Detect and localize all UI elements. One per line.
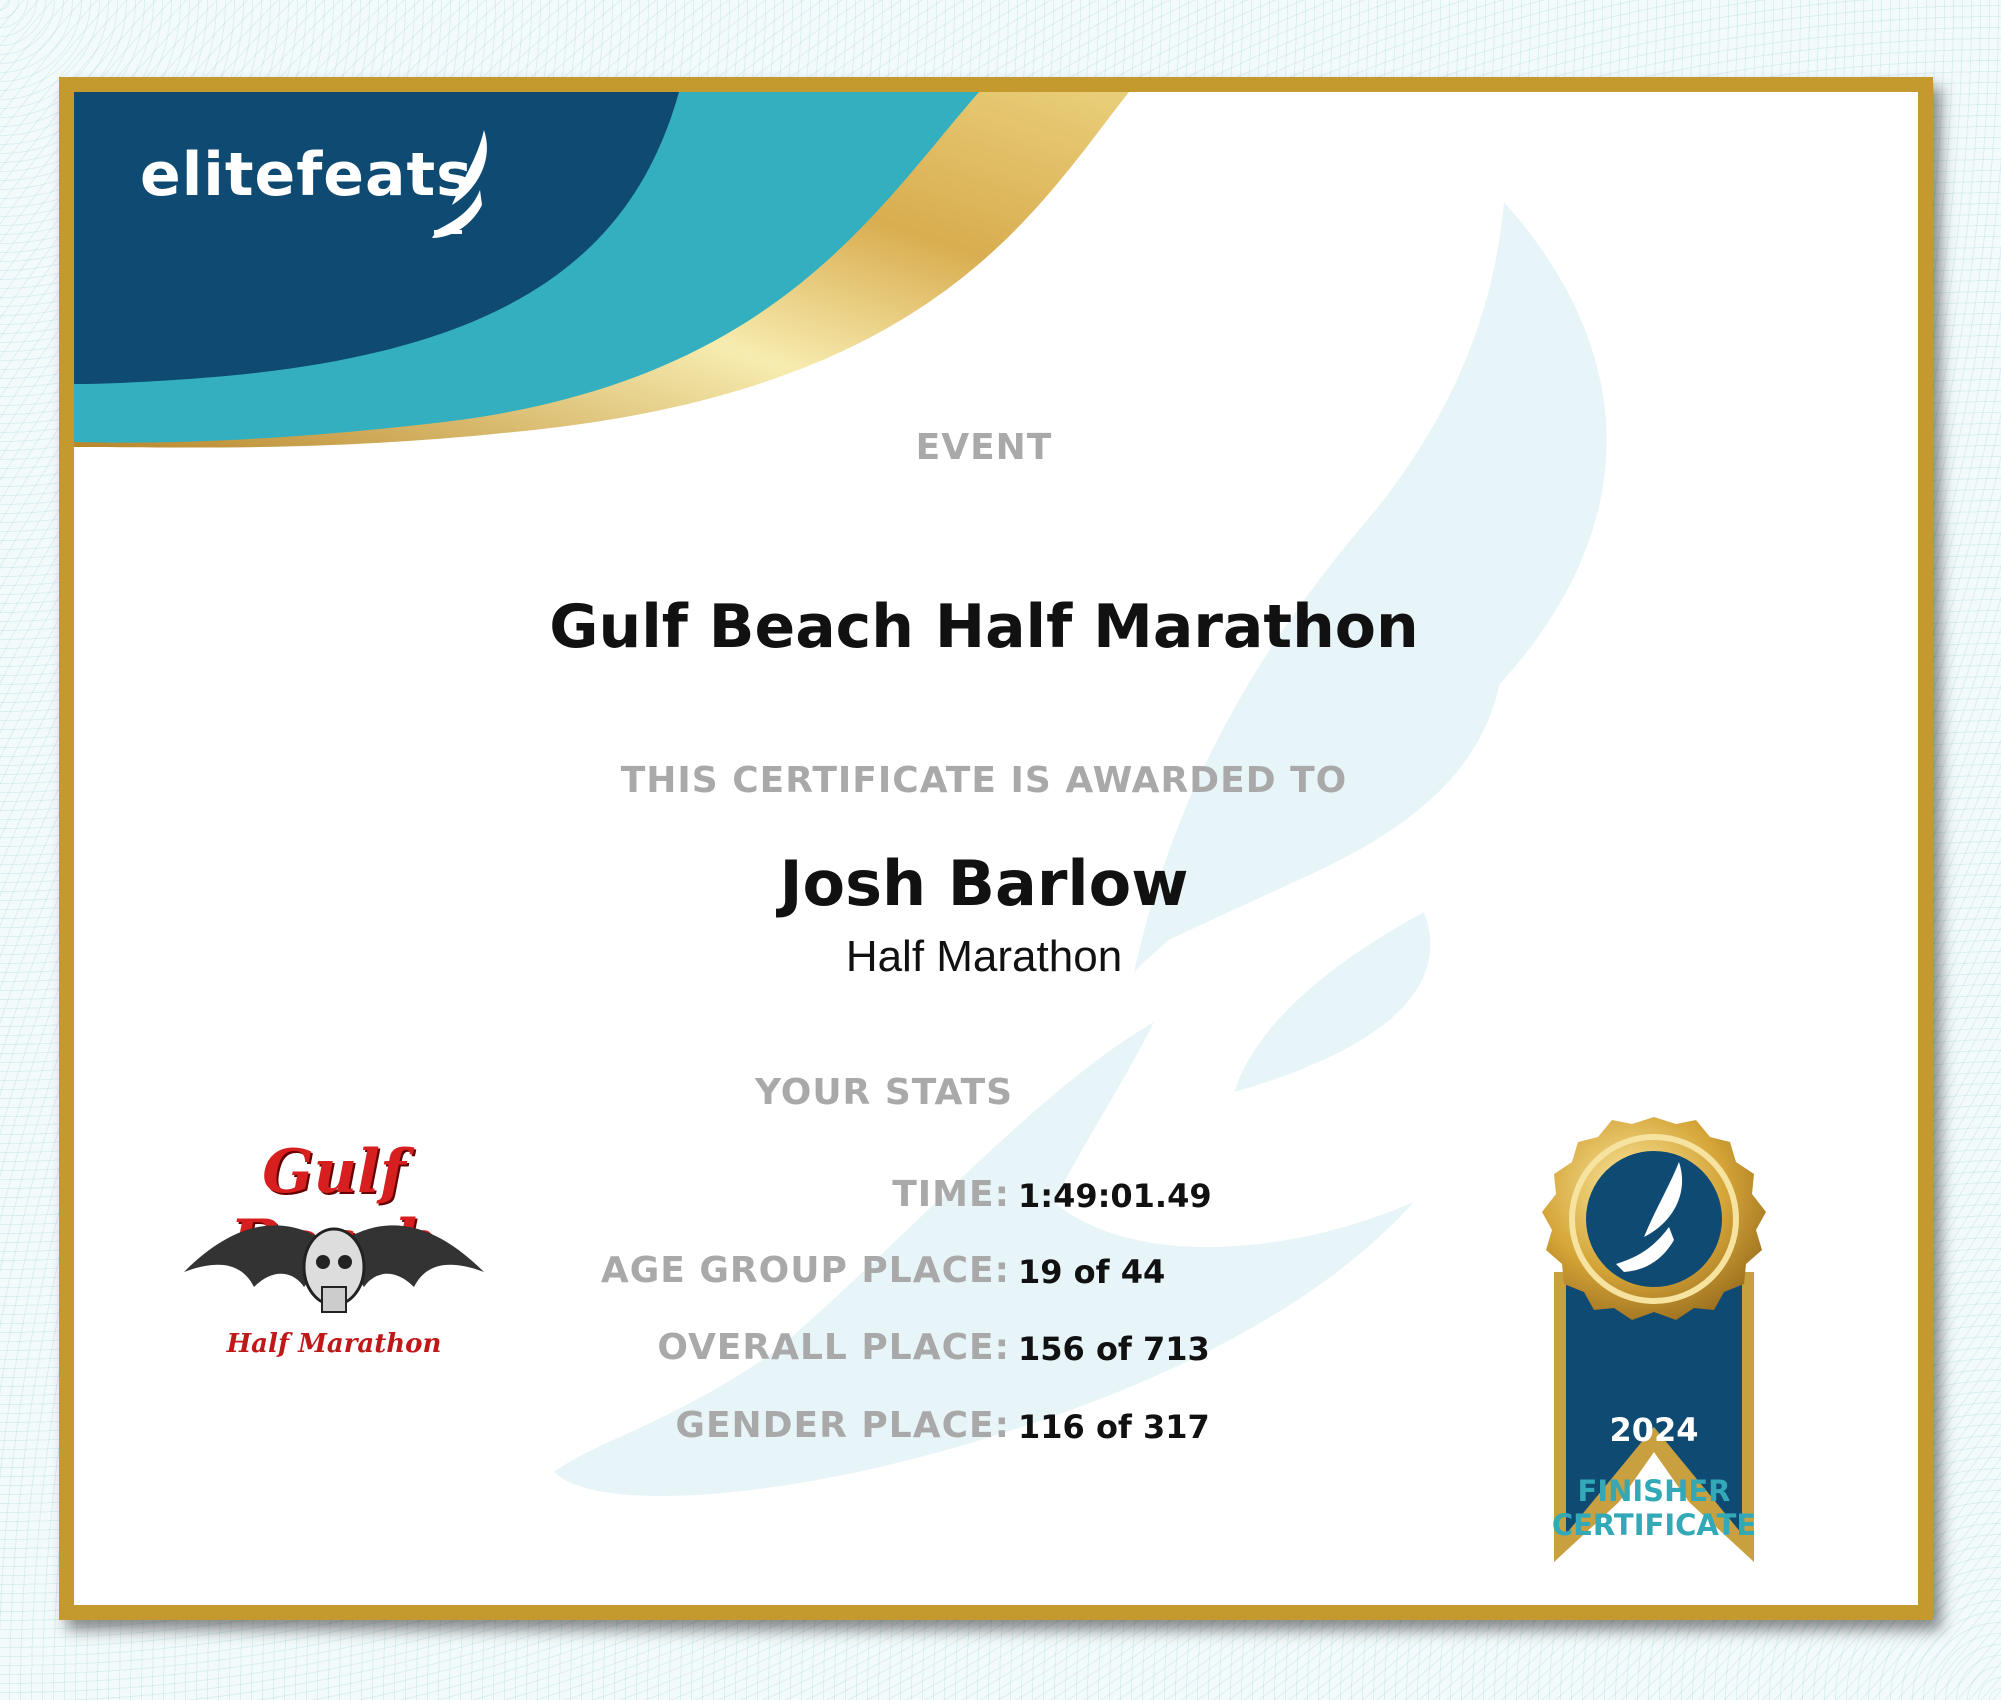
- event-logo: Gulf Beach Half Marathon: [184, 1137, 484, 1367]
- winged-foot-icon: [432, 130, 487, 238]
- stat-value: 19 of 44: [1018, 1253, 1166, 1291]
- stat-key: TIME:: [892, 1174, 1010, 1215]
- race-distance: Half Marathon: [845, 932, 1123, 981]
- finisher-badge: 2024: [1504, 1022, 1804, 1582]
- stat-key: AGE GROUP PLACE:: [600, 1250, 1010, 1291]
- medal-ribbon-icon: [1542, 1117, 1766, 1562]
- stat-value: 116 of 317: [1018, 1408, 1210, 1446]
- finisher-certificate-label: FINISHER CERTIFICATE: [1514, 1474, 1794, 1542]
- stat-row-age-group: AGE GROUP PLACE: 19 of 44: [74, 1250, 1918, 1300]
- stat-key: GENDER PLACE:: [675, 1405, 1010, 1446]
- elitefeats-logo: elitefeats: [140, 130, 487, 238]
- stat-row-gender: GENDER PLACE: 116 of 317: [74, 1405, 1918, 1455]
- certificate: elitefeats EVENT Gulf Beach Half Maratho…: [59, 77, 1933, 1620]
- awarded-label: THIS CERTIFICATE IS AWARDED TO: [620, 760, 1348, 801]
- brand-name: elitefeats: [140, 140, 473, 210]
- stat-value: 1:49:01.49: [1018, 1177, 1212, 1215]
- event-logo-subtitle: Half Marathon: [226, 1329, 442, 1359]
- event-label: EVENT: [915, 427, 1053, 468]
- stat-key: OVERALL PLACE:: [657, 1327, 1010, 1368]
- recipient-name: Josh Barlow: [779, 847, 1189, 920]
- event-title: Gulf Beach Half Marathon: [549, 592, 1419, 662]
- badge-year: 2024: [1609, 1411, 1699, 1449]
- badge-line2: CERTIFICATE: [1551, 1508, 1757, 1542]
- bat-skull-icon: [184, 1225, 484, 1313]
- badge-line1: FINISHER: [1577, 1474, 1731, 1508]
- stat-row-overall: OVERALL PLACE: 156 of 713: [74, 1327, 1918, 1377]
- stat-value: 156 of 713: [1018, 1330, 1210, 1368]
- stats-label: YOUR STATS: [754, 1072, 1014, 1113]
- stat-row-time: TIME: 1:49:01.49: [74, 1174, 1918, 1224]
- winged-foot-watermark-icon: [554, 202, 1607, 1496]
- header-banner: [74, 92, 1129, 448]
